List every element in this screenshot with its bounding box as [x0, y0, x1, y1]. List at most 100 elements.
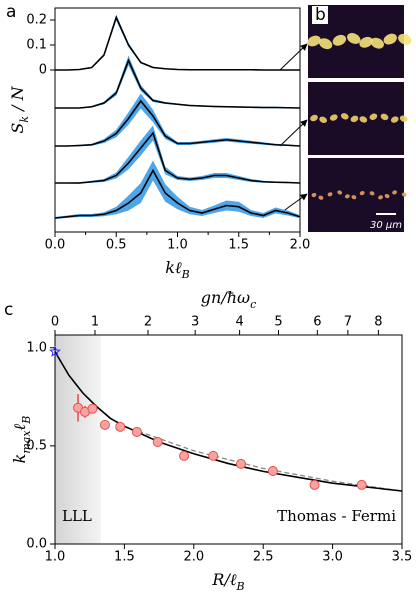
- label-part: k: [10, 454, 29, 464]
- x-tick-label: 2.5: [253, 550, 274, 565]
- error-band: [55, 55, 300, 109]
- x2-tick-label: 3: [191, 315, 199, 330]
- point: [99, 419, 110, 430]
- y-tick-label: 0.2: [26, 13, 47, 28]
- curve: [55, 131, 301, 184]
- curve: [54, 168, 301, 219]
- curve: [55, 15, 300, 71]
- error-band: [55, 14, 300, 71]
- blob: [337, 190, 343, 195]
- theory-curve: [54, 351, 403, 492]
- x2-tick-label: 4: [235, 315, 243, 330]
- x-tick-label: 1.0: [167, 238, 188, 253]
- point: [131, 426, 142, 437]
- blob: [380, 113, 389, 121]
- blob: [392, 190, 398, 195]
- blob: [359, 190, 365, 196]
- label-part: B: [20, 416, 33, 425]
- scale-bar-label: 30 μm: [370, 220, 402, 231]
- blob: [398, 33, 412, 45]
- x2-tick-label: 2: [144, 315, 152, 330]
- blob: [350, 115, 359, 123]
- x-tick-label: 3.5: [392, 550, 413, 565]
- dashed-curve: [138, 430, 403, 492]
- blob: [307, 35, 321, 47]
- blob: [318, 195, 324, 200]
- blob: [383, 33, 397, 45]
- point: [87, 403, 98, 414]
- label-part: S: [8, 123, 27, 134]
- x2-tick-label: 1: [91, 315, 99, 330]
- y-axis-label: kmaxℓB: [10, 416, 33, 464]
- error-band: [55, 160, 300, 219]
- label-part: gn/ħω: [201, 288, 250, 307]
- y-axis-label: Sk / N: [8, 85, 31, 133]
- panel-label: a: [6, 2, 16, 22]
- lll-region: [55, 335, 101, 544]
- blob: [399, 115, 408, 122]
- x-axis-label: R/ℓB: [211, 570, 244, 592]
- x-tick-label: 0.5: [106, 238, 127, 253]
- point: [309, 479, 320, 490]
- blob: [359, 116, 368, 123]
- x2-tick-label: 0: [51, 315, 59, 330]
- curve: [55, 58, 301, 109]
- annotation: Thomas - Fermi: [277, 507, 396, 525]
- x-tick-label: 2.0: [290, 238, 311, 253]
- panel-label: c: [4, 300, 13, 320]
- x2-tick-label: 5: [274, 315, 282, 330]
- x-tick-label: 1.0: [45, 550, 66, 565]
- label-part: c: [250, 298, 256, 311]
- blob: [351, 195, 357, 200]
- y-tick-label: 0.5: [26, 438, 47, 453]
- y-tick-label: 0: [39, 63, 47, 78]
- annotation: LLL: [62, 507, 92, 525]
- blob: [340, 113, 349, 120]
- point: [179, 450, 190, 461]
- blob: [332, 34, 347, 46]
- label-bg: [312, 6, 328, 24]
- point: [115, 421, 126, 432]
- blob: [370, 37, 384, 49]
- x2-axis-label: gn/ħωc: [201, 288, 256, 311]
- blob: [359, 36, 373, 48]
- label-part: ℓ: [10, 423, 29, 430]
- blob: [384, 193, 390, 199]
- x-tick-label: 1.5: [114, 550, 135, 565]
- star: [48, 345, 62, 357]
- error-band: [55, 125, 300, 184]
- x2-tick-label: 6: [313, 315, 321, 330]
- blob: [369, 113, 378, 120]
- point: [235, 458, 246, 469]
- arrow: [279, 43, 308, 71]
- blob: [327, 192, 333, 197]
- point: [152, 436, 163, 447]
- blob: [310, 114, 318, 122]
- arrow: [279, 119, 308, 147]
- label-part: kℓ: [165, 258, 182, 277]
- label-part: B: [236, 580, 245, 592]
- x2-tick-label: 7: [344, 315, 352, 330]
- curve: [55, 99, 301, 147]
- blob: [347, 33, 361, 44]
- blob: [319, 116, 328, 123]
- label-part: / N: [8, 85, 27, 116]
- blob: [378, 195, 383, 200]
- label-part: B: [181, 268, 190, 281]
- blob: [311, 192, 317, 198]
- label-part: k: [18, 116, 31, 123]
- plot-frame: [54, 334, 403, 545]
- x-tick-label: 0.0: [45, 238, 66, 253]
- x2-tick-label: 8: [374, 315, 382, 330]
- arrow: [281, 193, 308, 213]
- blob: [390, 116, 399, 123]
- x-axis-label: kℓB: [165, 258, 189, 281]
- label-part: R/ℓ: [211, 570, 236, 589]
- y-tick-label: 1.0: [26, 340, 47, 355]
- point: [356, 479, 367, 490]
- point: [267, 465, 278, 476]
- error-band: [55, 93, 300, 147]
- y-tick-label: 0.1: [26, 38, 47, 53]
- blob: [401, 192, 407, 197]
